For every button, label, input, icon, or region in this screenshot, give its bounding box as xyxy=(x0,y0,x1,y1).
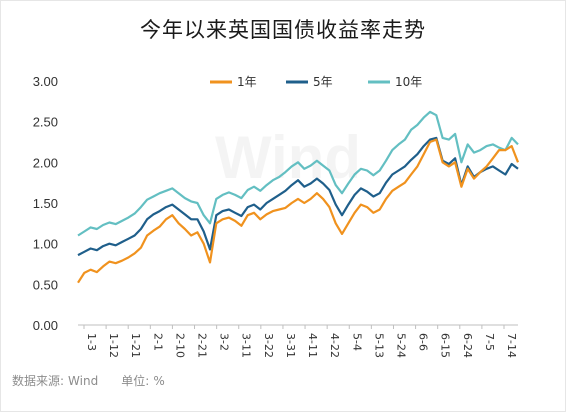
x-tick-label: 5-24 xyxy=(394,333,407,358)
chart-title: 今年以来英国国债收益率走势 xyxy=(140,18,426,42)
x-tick-label: 6-24 xyxy=(461,333,474,358)
data-source: 数据来源: Wind 单位:% xyxy=(12,372,169,389)
series-lines xyxy=(77,110,520,284)
x-tick-label: 3-31 xyxy=(284,333,297,358)
x-tick-label: 1-12 xyxy=(107,333,120,358)
x-tick-label: 2-10 xyxy=(173,333,186,358)
x-tick-label: 1-21 xyxy=(129,333,142,358)
y-tick-label: 0.50 xyxy=(33,277,58,292)
x-tick-label: 7-14 xyxy=(505,333,518,358)
source-label: 数据来源: xyxy=(12,374,65,388)
x-axis: 1-3 1-12 1-21 2-1 2-10 2-21 3-2 3-11 3-22 3-31 4-1… xyxy=(78,324,518,358)
legend: 1年 5年 10年 xyxy=(210,75,422,89)
x-tick-label: 5-4 xyxy=(350,333,363,351)
y-tick-label: 2.50 xyxy=(33,115,58,130)
legend-label: 10年 xyxy=(395,75,422,89)
x-tick-label: 3-11 xyxy=(240,333,253,358)
unit-value: % xyxy=(153,374,165,388)
legend-label: 5年 xyxy=(313,75,333,89)
x-tick-label: 4-22 xyxy=(328,333,341,358)
watermark: Wind xyxy=(215,124,361,191)
unit-label: 单位: xyxy=(121,374,150,388)
x-tick-label: 2-21 xyxy=(196,333,209,358)
series-line-5y xyxy=(77,136,519,257)
x-tick-label: 6-6 xyxy=(417,333,430,351)
x-tick-label: 1-3 xyxy=(85,333,98,351)
y-axis: 0.00 0.50 1.00 1.50 2.00 2.50 3.00 xyxy=(33,74,58,333)
source-value: Wind xyxy=(68,374,99,388)
y-tick-label: 1.00 xyxy=(33,237,58,252)
y-tick-label: 0.00 xyxy=(33,318,58,333)
x-tick-label: 3-22 xyxy=(262,333,275,358)
x-tick-label: 3-2 xyxy=(218,333,231,351)
x-tick-label: 5-13 xyxy=(372,333,385,358)
x-tick-label: 7-5 xyxy=(483,333,496,351)
x-tick-label: 6-15 xyxy=(439,333,452,358)
y-tick-label: 3.00 xyxy=(33,74,58,89)
y-tick-label: 1.50 xyxy=(33,196,58,211)
y-tick-label: 2.00 xyxy=(33,155,58,170)
series-line-1y xyxy=(77,138,520,284)
legend-label: 1年 xyxy=(237,75,257,89)
series-line-10y xyxy=(77,110,519,237)
x-tick-label: 2-1 xyxy=(151,333,164,351)
x-tick-label: 4-11 xyxy=(306,333,319,358)
